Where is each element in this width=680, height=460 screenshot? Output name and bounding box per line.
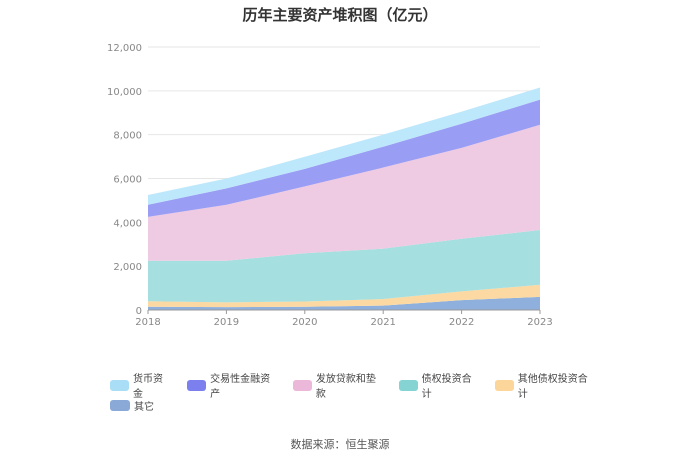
legend-label: 发放贷款和垫款 bbox=[315, 374, 376, 400]
legend-label: 债权投资合计 bbox=[421, 374, 472, 400]
legend-label: 其他债权投资合计 bbox=[517, 374, 588, 400]
y-tick-label: 2,000 bbox=[113, 262, 142, 273]
legend-item[interactable]: 其他债权投资合计 bbox=[494, 370, 594, 400]
legend-item[interactable]: 发放贷款和垫款 bbox=[292, 370, 383, 400]
y-axis-labels: 0 2,000 4,000 6,000 8,000 10,000 12,000 bbox=[107, 43, 142, 317]
data-source: 数据来源：恒生聚源 bbox=[290, 438, 390, 451]
area-交易性金融资产 bbox=[148, 99, 540, 217]
y-tick-label: 4,000 bbox=[113, 218, 142, 229]
x-tick-label: 2018 bbox=[135, 317, 160, 328]
legend-item[interactable]: 货币资金 bbox=[110, 370, 171, 400]
area-series bbox=[148, 87, 540, 310]
legend-swatch bbox=[398, 379, 418, 391]
legend-row: 货币资金 交易性金融资产 发放贷款和垫款 债权投资合计 其他债权投资合计 bbox=[110, 374, 610, 400]
y-tick-label: 0 bbox=[136, 306, 142, 317]
y-tick-label: 6,000 bbox=[113, 175, 142, 186]
legend-label: 其它 bbox=[134, 401, 154, 413]
legend-swatch bbox=[110, 379, 130, 391]
legend-row: 其它 bbox=[110, 396, 610, 414]
area-发放贷款和垫款 bbox=[148, 124, 540, 261]
area-其它 bbox=[148, 296, 540, 310]
legend-item[interactable]: 其它 bbox=[110, 398, 154, 413]
y-tick-label: 8,000 bbox=[113, 131, 142, 142]
legend-item[interactable]: 交易性金融资产 bbox=[187, 370, 277, 400]
legend-label: 货币资金 bbox=[133, 374, 164, 400]
y-tick-label: 12,000 bbox=[107, 43, 142, 54]
legend-swatch bbox=[110, 399, 130, 411]
area-债权投资合计 bbox=[148, 230, 540, 303]
legend: 货币资金 交易性金融资产 发放贷款和垫款 债权投资合计 其他债权投资合计 其它 bbox=[110, 374, 610, 416]
legend-swatch bbox=[494, 379, 514, 391]
area-其他债权投资合计 bbox=[148, 284, 540, 308]
chart-title: 历年主要资产堆积图（亿元） bbox=[242, 6, 438, 24]
y-tick-label: 10,000 bbox=[107, 87, 142, 98]
legend-swatch bbox=[292, 379, 312, 391]
x-tick-label: 2021 bbox=[370, 317, 395, 328]
x-tick-label: 2020 bbox=[292, 317, 317, 328]
x-tick-label: 2023 bbox=[527, 317, 552, 328]
area-货币资金 bbox=[148, 87, 540, 205]
x-axis-labels: 2018 2019 2020 2021 2022 2023 bbox=[135, 310, 553, 328]
x-tick-label: 2019 bbox=[214, 317, 239, 328]
legend-item[interactable]: 债权投资合计 bbox=[398, 370, 479, 400]
legend-label: 交易性金融资产 bbox=[210, 374, 271, 400]
x-tick-label: 2022 bbox=[449, 317, 474, 328]
legend-swatch bbox=[187, 379, 207, 391]
